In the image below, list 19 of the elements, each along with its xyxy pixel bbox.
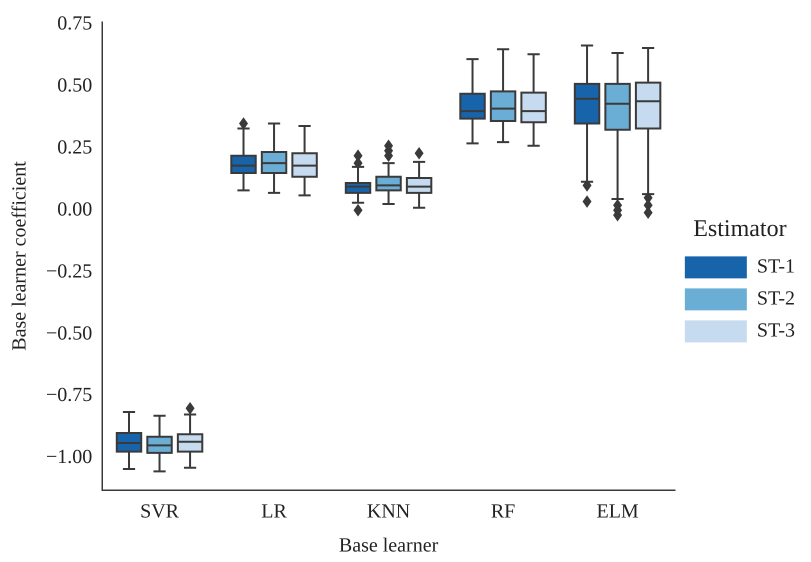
y-tick-label: 0.00 — [57, 198, 92, 220]
y-tick-label: −0.75 — [46, 384, 92, 406]
y-tick-label: 0.50 — [57, 74, 92, 97]
x-tick-label: RF — [490, 500, 516, 522]
y-tick-label: −0.50 — [46, 322, 92, 344]
legend-title: Estimator — [693, 216, 787, 242]
x-tick-label: SVR — [140, 500, 180, 522]
x-tick-label: LR — [261, 500, 288, 522]
x-tick-label: ELM — [596, 500, 639, 522]
y-tick-label: −1.00 — [46, 446, 92, 468]
y-tick-label: −0.25 — [46, 260, 92, 282]
legend-label: ST-2 — [756, 288, 796, 310]
legend-label: ST-1 — [756, 256, 796, 278]
y-tick-label: 0.75 — [57, 12, 92, 35]
legend-label: ST-3 — [756, 320, 796, 342]
y-axis-title: Base learner coefficient — [8, 160, 30, 351]
x-tick-label: KNN — [366, 500, 410, 522]
x-axis-title: Base learner — [338, 534, 439, 556]
y-tick-label: 0.25 — [57, 136, 92, 159]
